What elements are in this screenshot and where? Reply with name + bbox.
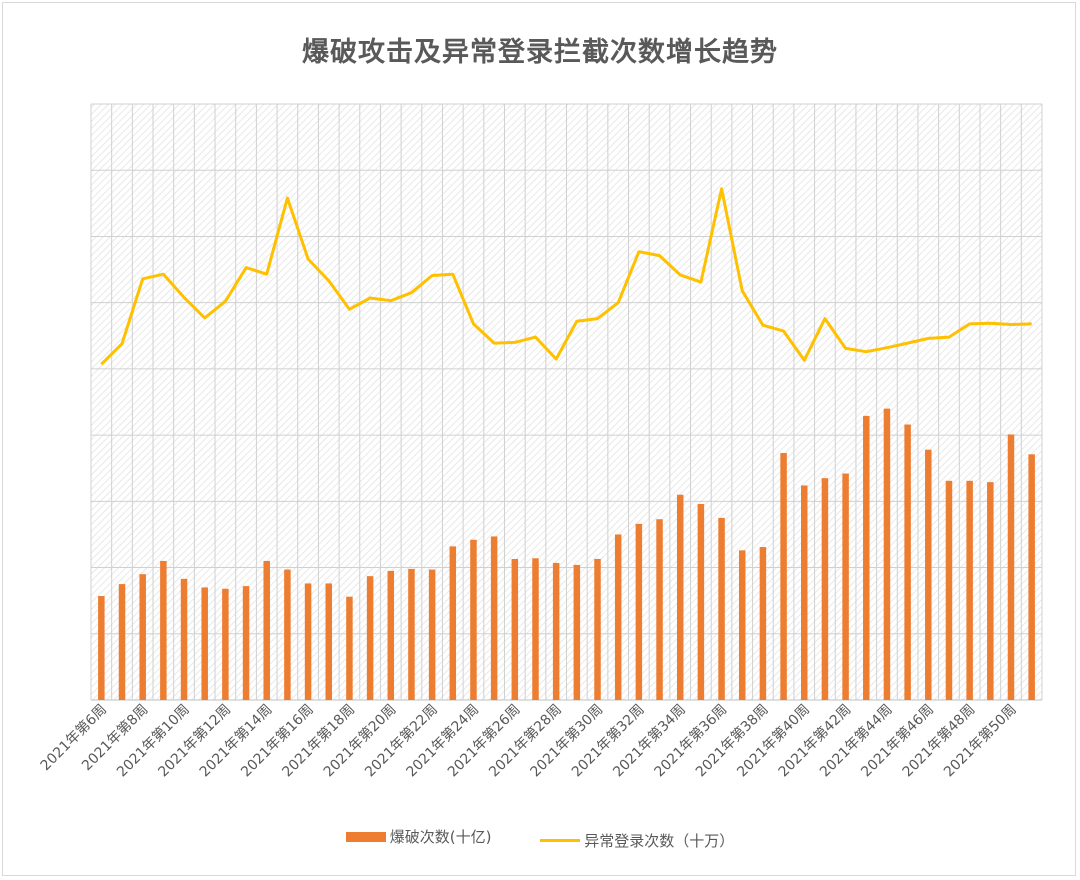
bar	[387, 570, 395, 700]
legend: 爆破次数(十亿) 异常登录次数（十万）	[0, 826, 1080, 851]
bar	[697, 503, 705, 700]
x-tick-label: 2021年第16周	[237, 701, 317, 781]
x-tick-label: 2021年第50周	[940, 701, 1020, 781]
legend-item-bar: 爆破次数(十亿)	[345, 826, 492, 847]
x-tick-label: 2021年第22周	[361, 701, 441, 781]
x-tick-label: 2021年第28周	[485, 701, 565, 781]
bar	[428, 569, 436, 700]
bar	[242, 586, 250, 700]
bar	[470, 539, 477, 700]
x-tick-label: 2021年第34周	[610, 701, 690, 781]
x-tick-label: 2021年第10周	[113, 701, 193, 781]
x-tick-label: 2021年第32周	[568, 701, 648, 781]
bar	[346, 596, 353, 700]
bar	[263, 560, 270, 700]
bar	[118, 584, 126, 700]
bar	[945, 480, 953, 700]
bar	[718, 517, 725, 700]
bar	[222, 588, 229, 700]
bar	[966, 480, 973, 700]
bar	[842, 473, 849, 700]
bar	[614, 534, 622, 700]
bar	[656, 519, 663, 700]
x-tick-label: 2021年第26周	[444, 701, 524, 781]
x-tick-label: 2021年第24周	[403, 701, 483, 781]
bar	[325, 583, 332, 700]
x-tick-label: 2021年第18周	[279, 701, 359, 781]
bar	[366, 576, 374, 700]
x-tick-label: 2021年第38周	[692, 701, 772, 781]
legend-line-swatch	[540, 838, 581, 842]
bar	[1028, 454, 1035, 700]
bar	[801, 485, 808, 700]
bar	[594, 558, 601, 700]
bar	[449, 546, 457, 700]
bar	[511, 558, 519, 700]
bar	[635, 523, 643, 700]
bar	[552, 562, 560, 700]
bar	[925, 449, 932, 700]
legend-line-label: 异常登录次数（十万）	[584, 831, 735, 850]
bar	[676, 494, 684, 700]
x-axis-ticks: 2021年第6周2021年第8周2021年第10周2021年第12周2021年第…	[37, 701, 1020, 781]
bar	[408, 568, 415, 700]
bar	[987, 482, 994, 700]
bar	[821, 478, 829, 700]
line-series	[100, 187, 1032, 366]
bar	[139, 574, 146, 700]
x-tick-label: 2021年第48周	[899, 701, 979, 781]
bar	[573, 564, 581, 700]
bar	[98, 596, 105, 700]
bar	[304, 583, 312, 700]
x-tick-label: 2021年第20周	[320, 701, 400, 781]
x-tick-label: 2021年第14周	[196, 701, 276, 781]
x-tick-label: 2021年第44周	[816, 701, 896, 781]
x-tick-label: 2021年第42周	[775, 701, 855, 781]
chart-title: 爆破攻击及异常登录拦截次数增长趋势	[302, 37, 778, 68]
bar	[284, 569, 291, 700]
bar	[180, 578, 188, 700]
bar	[759, 547, 767, 700]
x-tick-label: 2021年第40周	[734, 701, 814, 781]
bar	[738, 550, 746, 700]
bar	[201, 587, 208, 700]
bar	[863, 415, 870, 700]
bar	[490, 536, 498, 700]
bar	[883, 408, 891, 700]
legend-bar-swatch	[345, 831, 386, 842]
x-tick-label: 2021年第36周	[651, 701, 731, 781]
x-tick-label: 2021年第30周	[527, 701, 607, 781]
bar-series	[98, 408, 1035, 700]
x-tick-label: 2021年第12周	[155, 701, 235, 781]
bar	[532, 558, 539, 700]
x-tick-label: 2021年第46周	[858, 701, 938, 781]
line-path	[100, 187, 1032, 366]
bar	[1007, 434, 1015, 700]
gridlines	[90, 103, 1043, 701]
legend-bar-label: 爆破次数(十亿)	[389, 828, 492, 846]
bar	[160, 560, 167, 700]
legend-item-line: 异常登录次数（十万）	[540, 830, 734, 851]
bar	[904, 424, 911, 700]
bar	[780, 452, 787, 700]
